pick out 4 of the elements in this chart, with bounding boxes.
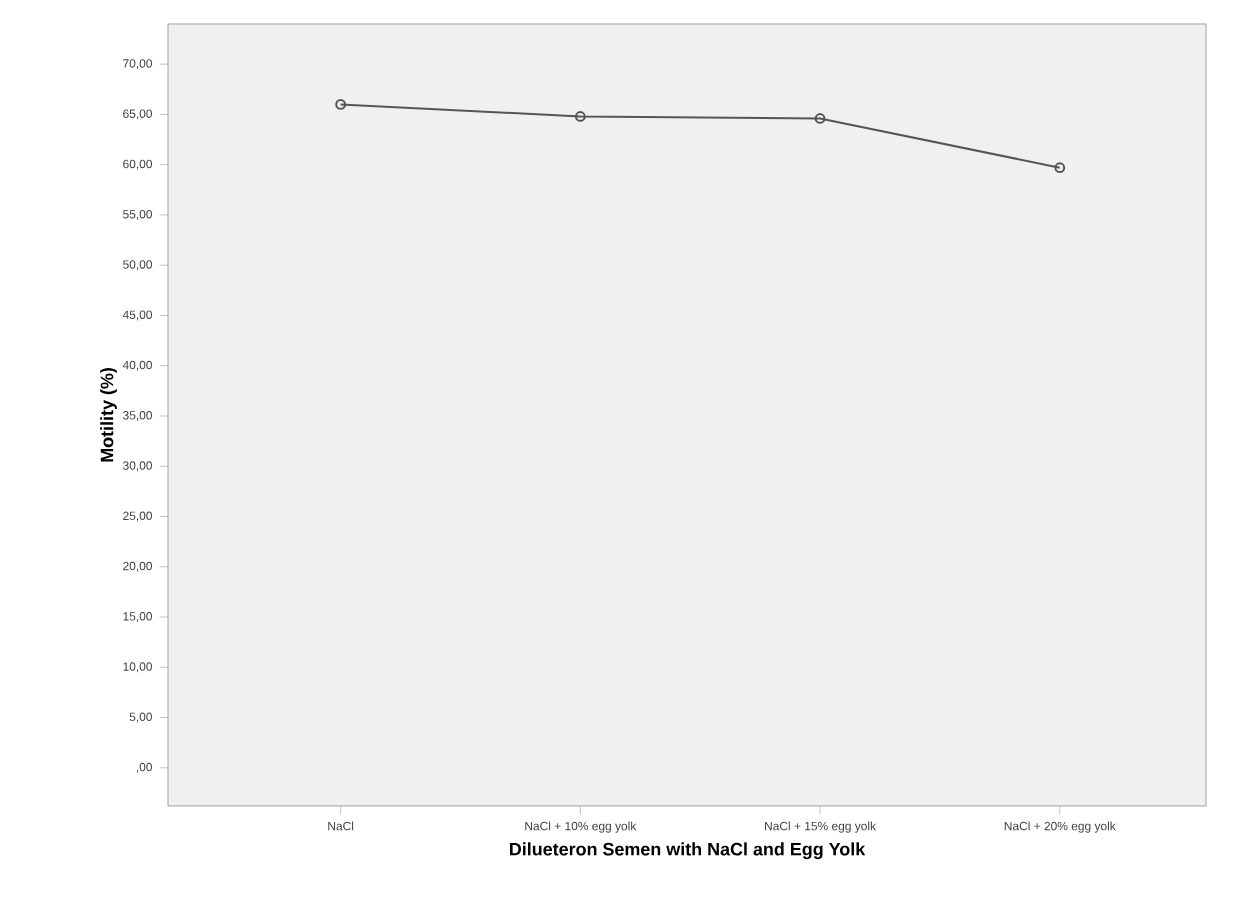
point [574,111,586,122]
point [814,113,826,124]
y-axis-title: Motility (%) [100,368,117,462]
x-axis-title: Dilueteron Semen with NaCl and Egg Yolk [510,842,866,860]
